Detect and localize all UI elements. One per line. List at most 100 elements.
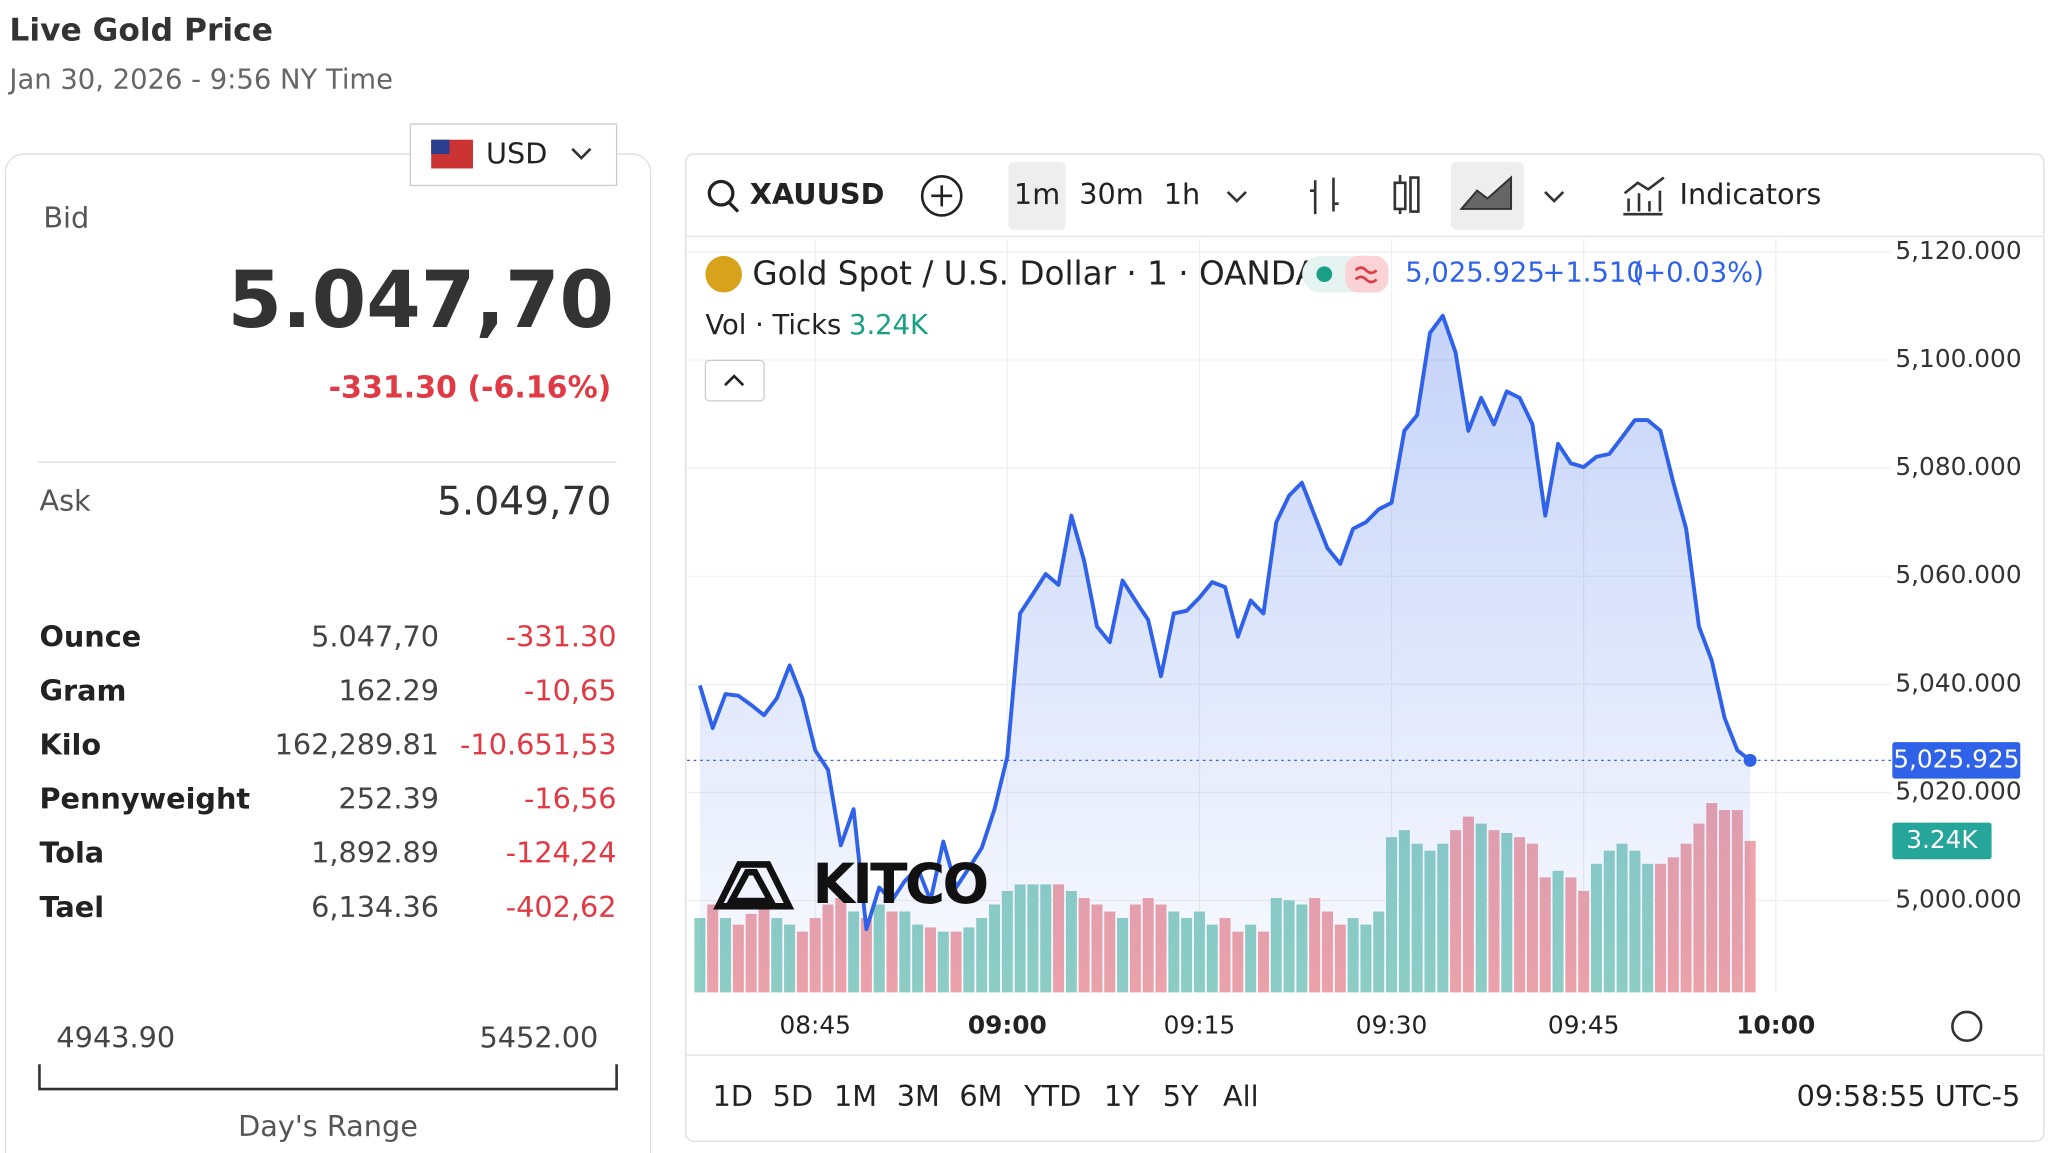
- unit-change: -10,65: [524, 674, 617, 708]
- chevron: [724, 374, 745, 387]
- range-high: 5452.00: [480, 1020, 599, 1054]
- search-icon: [727, 201, 740, 213]
- range-bar: [38, 1064, 618, 1091]
- intervals: 1m 30m 1h: [1014, 177, 1200, 211]
- line-type-active[interactable]: [1450, 161, 1525, 230]
- range-button[interactable]: 5D: [773, 1079, 813, 1113]
- range-low: 4943.90: [56, 1020, 175, 1054]
- y-tick-label: 5,100.000: [1895, 344, 2021, 373]
- price-area: [699, 315, 1751, 993]
- candles-icon[interactable]: [1393, 174, 1420, 215]
- unit-price: 252.39: [339, 782, 440, 816]
- indicators[interactable]: Indicators: [1679, 177, 1821, 211]
- volume-bar: [1744, 840, 1756, 993]
- logo-mark: [713, 861, 795, 910]
- bid-label: Bid: [43, 200, 89, 234]
- bid: 5.047,70: [227, 255, 614, 346]
- range-button[interactable]: 1M: [834, 1079, 877, 1113]
- last-price-label: 5,025.925: [1893, 744, 2019, 773]
- date: Jan 30, 2026 - 9:56 NY Time: [7, 64, 393, 95]
- volume-label: 3.24K: [1906, 825, 1978, 854]
- vol-value: 3.24K: [849, 310, 929, 341]
- legend-change-pct: (+0.03%): [1632, 258, 1763, 289]
- unit-change: -331.30: [506, 620, 617, 654]
- y-tick-label: 5,040.000: [1895, 668, 2021, 697]
- y-tick-label: 5,120.000: [1895, 236, 2021, 265]
- status-icon: [1354, 266, 1378, 284]
- plot: 5,000.000 5,020.000 5,040.000 5,060.000 5,08…: [687, 236, 2022, 1039]
- flag-canton: [431, 139, 450, 155]
- y-tick-label: 5,000.000: [1895, 885, 2021, 914]
- status-dot: [1316, 266, 1333, 283]
- unit-name: Ounce: [39, 620, 141, 654]
- legend-name: Gold Spot / U.S. Dollar · 1 · OANDA: [752, 255, 1318, 293]
- interval[interactable]: 1h: [1164, 177, 1200, 211]
- y-tick-label: 5,060.000: [1895, 560, 2021, 589]
- ask: 5.049,70: [437, 480, 611, 525]
- gold-icon: [705, 255, 742, 293]
- volume-tag: [1892, 822, 1992, 860]
- last-price-tag: [1892, 742, 2021, 779]
- status-pill: [1345, 255, 1389, 293]
- chevron: [571, 147, 592, 160]
- bid-change: -331.30 (-6.16%): [329, 371, 612, 406]
- currency: USD: [486, 136, 547, 170]
- unit-name: Gram: [39, 674, 126, 708]
- x-tick-label: 09:00: [968, 1010, 1047, 1039]
- unit-change: -124,24: [506, 836, 617, 870]
- unit-name: Pennyweight: [39, 782, 250, 816]
- unit-change: -16,56: [524, 782, 617, 816]
- interval[interactable]: 1m: [1014, 177, 1060, 211]
- unit-change: -10.651,53: [460, 728, 617, 762]
- last-point: [1743, 753, 1757, 767]
- settings-icon[interactable]: [1951, 1010, 1983, 1043]
- area-icon: [1459, 175, 1513, 210]
- price-line: [698, 313, 1752, 932]
- indicators-icon[interactable]: [1623, 176, 1665, 216]
- watermark: KITCO: [812, 852, 986, 916]
- add-button[interactable]: [920, 174, 963, 217]
- collapse-button[interactable]: [704, 359, 765, 402]
- chart-frame: [685, 153, 2045, 1142]
- unit-name: Tael: [39, 890, 104, 924]
- range-label: Day's Range: [238, 1109, 418, 1143]
- x-tick-label: 09:30: [1356, 1010, 1427, 1039]
- range-button[interactable]: 1Y: [1104, 1079, 1140, 1113]
- x-tick-label: 10:00: [1736, 1010, 1815, 1039]
- y-tick-label: 5,020.000: [1895, 776, 2021, 805]
- x-tick-label: 09:45: [1548, 1010, 1619, 1039]
- unit-price: 162,289.81: [275, 728, 439, 762]
- ranges: 1D 5D 1M 3M 6M YTD 1Y 5Y All: [713, 1079, 1259, 1113]
- unit-price: 162.29: [339, 674, 440, 708]
- range-button[interactable]: 3M: [897, 1079, 940, 1113]
- unit-table: Ounce 5.047,70 -331.30 Gram 162.29 -10,65 Kilo…: [39, 620, 616, 924]
- range-button[interactable]: All: [1223, 1079, 1259, 1113]
- unit-name: Kilo: [39, 728, 101, 762]
- chevron[interactable]: [1226, 191, 1565, 203]
- unit-price: 6,134.36: [311, 890, 439, 924]
- bars-icon[interactable]: [1309, 177, 1339, 215]
- y-tick-label: 5,080.000: [1895, 452, 2021, 481]
- range-button[interactable]: 5Y: [1163, 1079, 1199, 1113]
- unit-price: 5.047,70: [311, 620, 439, 654]
- range-button[interactable]: 1D: [713, 1079, 753, 1113]
- interval-active: [1008, 161, 1066, 230]
- currency-select[interactable]: [409, 123, 618, 187]
- range-button[interactable]: YTD: [1023, 1079, 1081, 1113]
- legend-change: +1.510: [1542, 258, 1643, 289]
- price-panel: [4, 153, 652, 1153]
- legend-price: 5,025.925: [1405, 258, 1544, 289]
- clock: 09:58:55 UTC-5: [1797, 1079, 2021, 1113]
- range-button[interactable]: 6M: [959, 1079, 1002, 1113]
- interval[interactable]: 30m: [1079, 177, 1144, 211]
- unit-price: 1,892.89: [311, 836, 439, 870]
- symbol[interactable]: XAUUSD: [750, 177, 885, 211]
- add-icon: [931, 185, 953, 207]
- x-tick-label: 08:45: [779, 1010, 850, 1039]
- search-icon[interactable]: [707, 179, 735, 207]
- ask-label: Ask: [39, 484, 91, 518]
- unit-change: -402,62: [506, 890, 617, 924]
- title: Live Gold Price: [9, 12, 273, 48]
- x-tick-label: 09:15: [1164, 1010, 1235, 1039]
